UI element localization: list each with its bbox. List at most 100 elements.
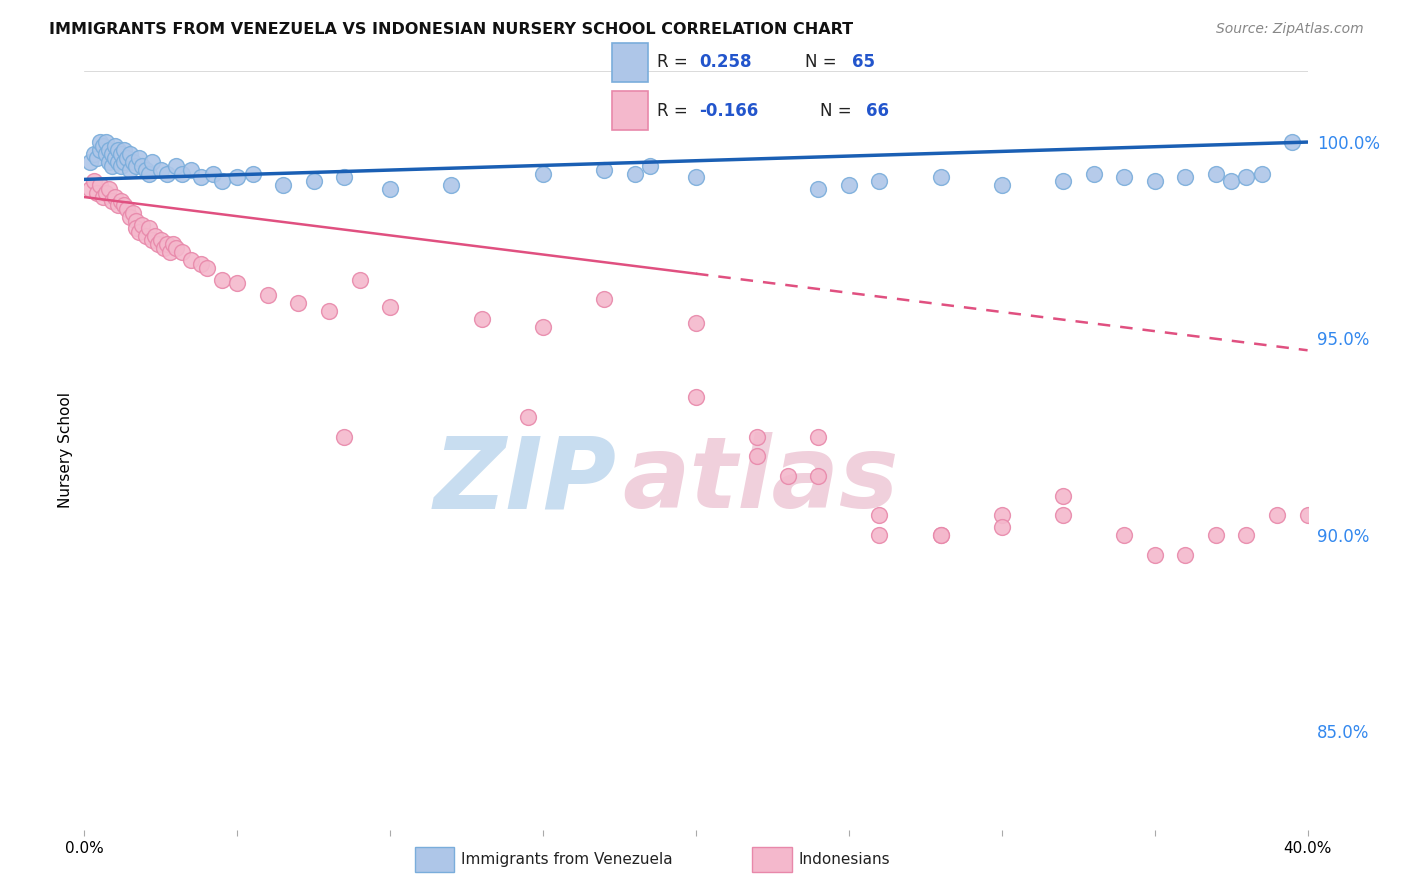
Text: Indonesians: Indonesians bbox=[799, 853, 890, 867]
Point bbox=[104, 139, 127, 153]
Text: IMMIGRANTS FROM VENEZUELA VS INDONESIAN NURSERY SCHOOL CORRELATION CHART: IMMIGRANTS FROM VENEZUELA VS INDONESIAN … bbox=[49, 22, 853, 37]
Point bbox=[190, 170, 212, 185]
Text: -0.166: -0.166 bbox=[700, 102, 759, 120]
Point bbox=[807, 182, 830, 196]
Point bbox=[125, 213, 148, 227]
Point bbox=[991, 520, 1014, 534]
Point bbox=[149, 233, 172, 247]
Point bbox=[107, 143, 129, 157]
Point bbox=[1265, 508, 1288, 523]
Point bbox=[685, 170, 707, 185]
Point bbox=[638, 159, 661, 173]
Point bbox=[1236, 528, 1258, 542]
Point bbox=[1174, 170, 1197, 185]
Point bbox=[869, 508, 891, 523]
Point bbox=[1281, 135, 1303, 149]
Point bbox=[97, 182, 120, 196]
Point bbox=[79, 154, 101, 169]
Point bbox=[83, 146, 105, 161]
Point bbox=[128, 151, 150, 165]
Point bbox=[1205, 528, 1227, 542]
Point bbox=[120, 210, 142, 224]
Point bbox=[153, 241, 176, 255]
Text: 40.0%: 40.0% bbox=[1284, 841, 1331, 856]
Point bbox=[112, 143, 135, 157]
Point bbox=[172, 167, 194, 181]
Point bbox=[162, 237, 184, 252]
Point bbox=[172, 245, 194, 260]
Point bbox=[1236, 170, 1258, 185]
Point bbox=[838, 178, 860, 193]
Point bbox=[115, 151, 138, 165]
Point bbox=[257, 288, 280, 302]
Point bbox=[807, 469, 830, 483]
Point bbox=[101, 159, 124, 173]
Point bbox=[807, 430, 830, 444]
Point bbox=[104, 190, 127, 204]
Point bbox=[195, 260, 218, 275]
Point bbox=[91, 190, 114, 204]
Point bbox=[593, 292, 616, 306]
Point bbox=[156, 167, 179, 181]
Point bbox=[1052, 489, 1074, 503]
Point bbox=[1174, 548, 1197, 562]
Text: Source: ZipAtlas.com: Source: ZipAtlas.com bbox=[1216, 22, 1364, 37]
Point bbox=[112, 198, 135, 212]
Point bbox=[991, 178, 1014, 193]
Text: 0.0%: 0.0% bbox=[65, 841, 104, 856]
Point bbox=[685, 391, 707, 405]
Point bbox=[107, 198, 129, 212]
Point bbox=[380, 300, 402, 314]
Point bbox=[1083, 167, 1105, 181]
Point bbox=[128, 226, 150, 240]
Point bbox=[747, 430, 769, 444]
Point bbox=[83, 174, 105, 188]
Text: ZIP: ZIP bbox=[433, 433, 616, 529]
Point bbox=[776, 469, 799, 483]
Point bbox=[211, 174, 233, 188]
Point bbox=[531, 319, 554, 334]
Point bbox=[333, 170, 356, 185]
Point bbox=[349, 272, 371, 286]
Point bbox=[115, 202, 138, 216]
Point bbox=[86, 186, 108, 201]
Point bbox=[94, 186, 117, 201]
Point bbox=[122, 154, 145, 169]
Point bbox=[1114, 170, 1136, 185]
Point bbox=[131, 159, 153, 173]
Point bbox=[159, 245, 181, 260]
Point bbox=[440, 178, 463, 193]
Point bbox=[226, 277, 249, 291]
Point bbox=[97, 143, 120, 157]
Point bbox=[101, 194, 124, 208]
Point bbox=[91, 139, 114, 153]
Point bbox=[1296, 508, 1319, 523]
Point bbox=[112, 154, 135, 169]
Point bbox=[120, 146, 142, 161]
Point bbox=[1143, 174, 1166, 188]
Point bbox=[143, 229, 166, 244]
Point bbox=[165, 241, 187, 255]
Point bbox=[135, 229, 157, 244]
Text: 0.258: 0.258 bbox=[700, 54, 752, 71]
Point bbox=[79, 182, 101, 196]
Point bbox=[685, 316, 707, 330]
Point bbox=[141, 154, 163, 169]
Point bbox=[138, 167, 160, 181]
Text: R =: R = bbox=[657, 54, 693, 71]
Point bbox=[89, 135, 111, 149]
Point bbox=[89, 143, 111, 157]
Point bbox=[1052, 174, 1074, 188]
Point bbox=[1143, 548, 1166, 562]
Point bbox=[333, 430, 356, 444]
Point bbox=[593, 162, 616, 177]
Point bbox=[146, 237, 169, 252]
Text: atlas: atlas bbox=[623, 433, 898, 529]
Point bbox=[211, 272, 233, 286]
Point bbox=[1114, 528, 1136, 542]
Point bbox=[110, 146, 132, 161]
Point bbox=[747, 450, 769, 464]
Point bbox=[138, 221, 160, 235]
Point bbox=[929, 528, 952, 542]
Point bbox=[471, 311, 494, 326]
